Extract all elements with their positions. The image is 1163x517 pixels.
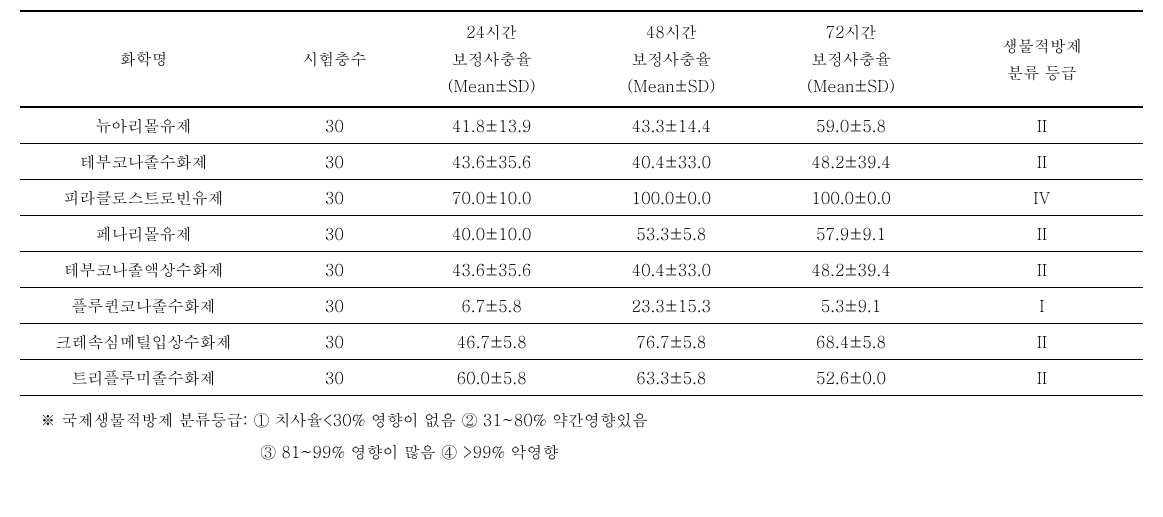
cell-h24: 46.7±5.8 [402, 323, 582, 359]
cell-name: 피라클로스트로빈유제 [20, 179, 267, 215]
cell-h24: 40.0±10.0 [402, 215, 582, 251]
cell-name: 테부코나졸수화제 [20, 143, 267, 179]
header-24h: 24시간 보정사충율 (Mean±SD) [402, 11, 582, 107]
cell-count: 30 [267, 143, 402, 179]
cell-h72: 100.0±0.0 [761, 179, 941, 215]
header-72h-l3: (Mean±SD) [807, 74, 895, 97]
cell-h48: 23.3±15.3 [581, 287, 761, 323]
header-24h-l2: 보정사충율 [452, 47, 532, 70]
header-count: 시험충수 [267, 11, 402, 107]
cell-count: 30 [267, 179, 402, 215]
table-row: 플루퀸코나졸수화제306.7±5.823.3±15.35.3±9.1I [20, 287, 1143, 323]
cell-h48: 53.3±5.8 [581, 215, 761, 251]
cell-name: 크레속심메틸입상수화제 [20, 323, 267, 359]
header-72h-l1: 72시간 [825, 20, 876, 43]
table-body: 뉴아리몰유제3041.8±13.943.3±14.459.0±5.8II테부코나… [20, 107, 1143, 396]
cell-count: 30 [267, 359, 402, 395]
cell-grade: II [941, 143, 1143, 179]
header-grade-l2: 분류 등급 [1007, 61, 1076, 84]
cell-grade: II [941, 251, 1143, 287]
cell-grade: IV [941, 179, 1143, 215]
mortality-table: 화학명 시험충수 24시간 보정사충율 (Mean±SD) 48시간 보정사충율… [20, 10, 1143, 396]
cell-h48: 100.0±0.0 [581, 179, 761, 215]
header-72h: 72시간 보정사충율 (Mean±SD) [761, 11, 941, 107]
table-row: 뉴아리몰유제3041.8±13.943.3±14.459.0±5.8II [20, 107, 1143, 144]
cell-h24: 43.6±35.6 [402, 251, 582, 287]
cell-h72: 57.9±9.1 [761, 215, 941, 251]
cell-grade: I [941, 287, 1143, 323]
cell-h48: 40.4±33.0 [581, 251, 761, 287]
header-48h-l2: 보정사충율 [631, 47, 711, 70]
cell-h48: 63.3±5.8 [581, 359, 761, 395]
cell-h48: 76.7±5.8 [581, 323, 761, 359]
cell-h24: 6.7±5.8 [402, 287, 582, 323]
cell-h72: 5.3±9.1 [761, 287, 941, 323]
cell-h72: 59.0±5.8 [761, 107, 941, 144]
table-row: 페나리몰유제3040.0±10.053.3±5.857.9±9.1II [20, 215, 1143, 251]
footnote: ※ 국제생물적방제 분류등급: ① 치사율<30% 영향이 없음 ② 31~80… [20, 404, 1143, 468]
footnote-line2: ③ 81~99% 영향이 많음 ④ >99% 악영향 [40, 436, 1143, 468]
header-48h-l1: 48시간 [646, 20, 697, 43]
cell-h72: 48.2±39.4 [761, 143, 941, 179]
cell-name: 플루퀸코나졸수화제 [20, 287, 267, 323]
cell-name: 뉴아리몰유제 [20, 107, 267, 144]
header-72h-l2: 보정사충율 [811, 47, 891, 70]
cell-count: 30 [267, 251, 402, 287]
cell-count: 30 [267, 215, 402, 251]
cell-count: 30 [267, 107, 402, 144]
cell-grade: II [941, 215, 1143, 251]
header-24h-l1: 24시간 [466, 20, 517, 43]
cell-h72: 68.4±5.8 [761, 323, 941, 359]
cell-h72: 52.6±0.0 [761, 359, 941, 395]
cell-h24: 60.0±5.8 [402, 359, 582, 395]
table-row: 테부코나졸수화제3043.6±35.640.4±33.048.2±39.4II [20, 143, 1143, 179]
cell-grade: II [941, 107, 1143, 144]
header-48h-l3: (Mean±SD) [627, 74, 715, 97]
header-grade-l1: 생물적방제 [1002, 34, 1082, 57]
table-row: 트리플루미졸수화제3060.0±5.863.3±5.852.6±0.0II [20, 359, 1143, 395]
cell-h48: 43.3±14.4 [581, 107, 761, 144]
cell-h48: 40.4±33.0 [581, 143, 761, 179]
cell-name: 페나리몰유제 [20, 215, 267, 251]
cell-count: 30 [267, 323, 402, 359]
cell-name: 트리플루미졸수화제 [20, 359, 267, 395]
footnote-line1: ※ 국제생물적방제 분류등급: ① 치사율<30% 영향이 없음 ② 31~80… [40, 404, 1143, 436]
table-row: 크레속심메틸입상수화제3046.7±5.876.7±5.868.4±5.8II [20, 323, 1143, 359]
header-name: 화학명 [20, 11, 267, 107]
table-row: 피라클로스트로빈유제3070.0±10.0100.0±0.0100.0±0.0I… [20, 179, 1143, 215]
header-48h: 48시간 보정사충율 (Mean±SD) [581, 11, 761, 107]
cell-grade: II [941, 359, 1143, 395]
cell-h24: 43.6±35.6 [402, 143, 582, 179]
header-24h-l3: (Mean±SD) [448, 74, 536, 97]
cell-grade: II [941, 323, 1143, 359]
cell-h24: 70.0±10.0 [402, 179, 582, 215]
header-grade: 생물적방제 분류 등급 [941, 11, 1143, 107]
cell-h72: 48.2±39.4 [761, 251, 941, 287]
cell-name: 테부코나졸액상수화제 [20, 251, 267, 287]
cell-count: 30 [267, 287, 402, 323]
cell-h24: 41.8±13.9 [402, 107, 582, 144]
table-row: 테부코나졸액상수화제3043.6±35.640.4±33.048.2±39.4I… [20, 251, 1143, 287]
